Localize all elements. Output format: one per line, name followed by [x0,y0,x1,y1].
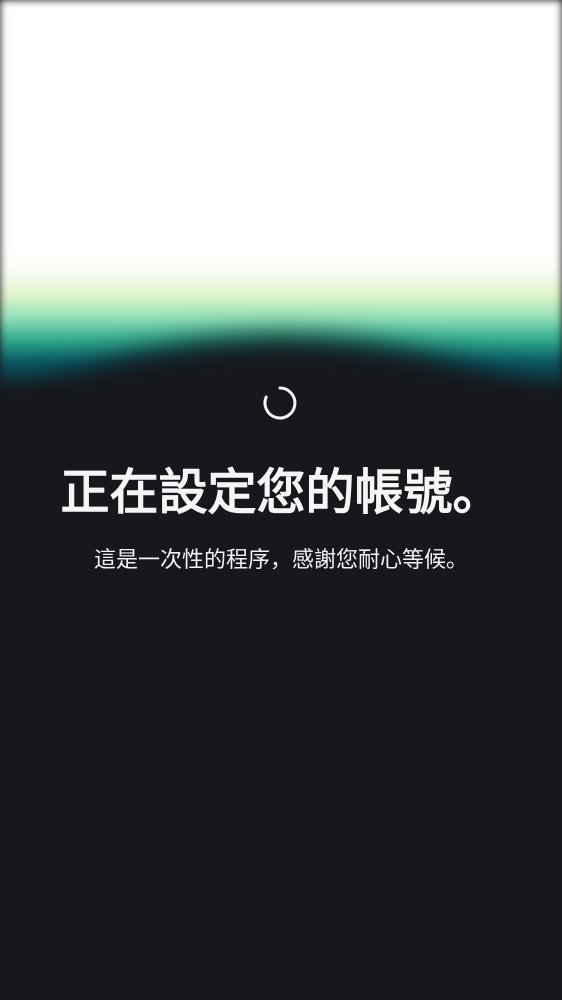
loading-spinner-icon [261,384,299,422]
setup-subtitle: 這是一次性的程序，感謝您耐心等候。 [93,548,468,573]
loading-spinner-icon-svg [263,386,297,420]
dark-background-fill [0,520,562,1000]
setup-title: 正在設定您的帳號。 [60,464,502,521]
spinner-arc [263,386,297,420]
